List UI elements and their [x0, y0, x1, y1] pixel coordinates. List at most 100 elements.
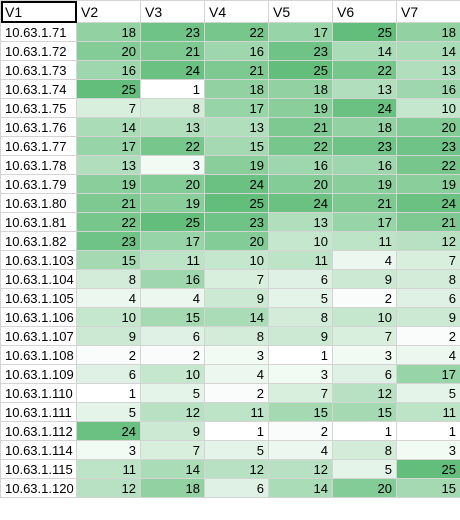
value-cell[interactable]: 6 — [140, 326, 205, 346]
value-cell[interactable]: 6 — [268, 269, 333, 289]
value-cell[interactable]: 11 — [76, 459, 141, 479]
value-cell[interactable]: 23 — [332, 136, 397, 156]
value-cell[interactable]: 21 — [332, 193, 397, 213]
value-cell[interactable]: 20 — [268, 174, 333, 194]
value-cell[interactable]: 16 — [140, 269, 205, 289]
value-cell[interactable]: 8 — [396, 269, 460, 289]
value-cell[interactable]: 22 — [204, 22, 269, 42]
value-cell[interactable]: 20 — [332, 478, 397, 498]
value-cell[interactable]: 7 — [204, 269, 269, 289]
value-cell[interactable]: 20 — [140, 174, 205, 194]
value-cell[interactable]: 18 — [268, 79, 333, 99]
value-cell[interactable]: 13 — [396, 60, 460, 80]
value-cell[interactable]: 24 — [140, 60, 205, 80]
row-label-cell[interactable]: 10.63.1.109 — [0, 364, 77, 384]
value-cell[interactable]: 24 — [268, 193, 333, 213]
value-cell[interactable]: 13 — [140, 117, 205, 137]
value-cell[interactable]: 14 — [332, 41, 397, 61]
value-cell[interactable]: 6 — [76, 364, 141, 384]
row-label-cell[interactable]: 10.63.1.76 — [0, 117, 77, 137]
value-cell[interactable]: 12 — [76, 478, 141, 498]
value-cell[interactable]: 14 — [396, 41, 460, 61]
column-header-v2[interactable]: V2 — [76, 0, 141, 23]
value-cell[interactable]: 7 — [268, 383, 333, 403]
column-header-v3[interactable]: V3 — [140, 0, 205, 23]
row-label-cell[interactable]: 10.63.1.110 — [0, 383, 77, 403]
value-cell[interactable]: 11 — [268, 250, 333, 270]
value-cell[interactable]: 13 — [268, 212, 333, 232]
row-label-cell[interactable]: 10.63.1.120 — [0, 478, 77, 498]
row-label-cell[interactable]: 10.63.1.79 — [0, 174, 77, 194]
value-cell[interactable]: 4 — [332, 250, 397, 270]
value-cell[interactable]: 19 — [204, 155, 269, 175]
value-cell[interactable]: 1 — [140, 79, 205, 99]
value-cell[interactable]: 6 — [396, 288, 460, 308]
value-cell[interactable]: 9 — [268, 326, 333, 346]
value-cell[interactable]: 23 — [396, 136, 460, 156]
value-cell[interactable]: 15 — [204, 136, 269, 156]
value-cell[interactable]: 10 — [268, 231, 333, 251]
value-cell[interactable]: 15 — [332, 402, 397, 422]
value-cell[interactable]: 18 — [396, 22, 460, 42]
value-cell[interactable]: 22 — [76, 212, 141, 232]
row-label-cell[interactable]: 10.63.1.108 — [0, 345, 77, 365]
value-cell[interactable]: 2 — [396, 326, 460, 346]
value-cell[interactable]: 5 — [76, 402, 141, 422]
column-header-v6[interactable]: V6 — [332, 0, 397, 23]
row-label-cell[interactable]: 10.63.1.105 — [0, 288, 77, 308]
value-cell[interactable]: 12 — [268, 459, 333, 479]
value-cell[interactable]: 11 — [204, 402, 269, 422]
row-label-cell[interactable]: 10.63.1.114 — [0, 440, 77, 460]
value-cell[interactable]: 25 — [204, 193, 269, 213]
value-cell[interactable]: 21 — [140, 41, 205, 61]
value-cell[interactable]: 24 — [204, 174, 269, 194]
row-label-cell[interactable]: 10.63.1.73 — [0, 60, 77, 80]
value-cell[interactable]: 17 — [76, 136, 141, 156]
value-cell[interactable]: 15 — [396, 478, 460, 498]
value-cell[interactable]: 22 — [332, 60, 397, 80]
row-label-cell[interactable]: 10.63.1.104 — [0, 269, 77, 289]
value-cell[interactable]: 17 — [396, 364, 460, 384]
value-cell[interactable]: 2 — [140, 345, 205, 365]
value-cell[interactable]: 6 — [332, 364, 397, 384]
value-cell[interactable]: 7 — [76, 98, 141, 118]
value-cell[interactable]: 7 — [140, 440, 205, 460]
value-cell[interactable]: 8 — [332, 440, 397, 460]
row-label-cell[interactable]: 10.63.1.103 — [0, 250, 77, 270]
value-cell[interactable]: 21 — [396, 212, 460, 232]
value-cell[interactable]: 23 — [268, 41, 333, 61]
value-cell[interactable]: 5 — [268, 288, 333, 308]
value-cell[interactable]: 14 — [268, 478, 333, 498]
value-cell[interactable]: 1 — [204, 421, 269, 441]
row-label-cell[interactable]: 10.63.1.71 — [0, 22, 77, 42]
value-cell[interactable]: 19 — [140, 193, 205, 213]
value-cell[interactable]: 24 — [332, 98, 397, 118]
value-cell[interactable]: 21 — [76, 193, 141, 213]
value-cell[interactable]: 9 — [140, 421, 205, 441]
value-cell[interactable]: 4 — [140, 288, 205, 308]
value-cell[interactable]: 17 — [140, 231, 205, 251]
value-cell[interactable]: 12 — [140, 402, 205, 422]
value-cell[interactable]: 23 — [76, 231, 141, 251]
row-label-cell[interactable]: 10.63.1.82 — [0, 231, 77, 251]
value-cell[interactable]: 18 — [76, 22, 141, 42]
value-cell[interactable]: 15 — [268, 402, 333, 422]
value-cell[interactable]: 3 — [140, 155, 205, 175]
value-cell[interactable]: 19 — [76, 174, 141, 194]
column-header-v4[interactable]: V4 — [204, 0, 269, 23]
value-cell[interactable]: 1 — [268, 345, 333, 365]
value-cell[interactable]: 18 — [332, 117, 397, 137]
value-cell[interactable]: 5 — [204, 440, 269, 460]
value-cell[interactable]: 25 — [332, 22, 397, 42]
value-cell[interactable]: 17 — [332, 212, 397, 232]
value-cell[interactable]: 25 — [396, 459, 460, 479]
value-cell[interactable]: 3 — [268, 364, 333, 384]
value-cell[interactable]: 11 — [140, 250, 205, 270]
value-cell[interactable]: 23 — [204, 212, 269, 232]
value-cell[interactable]: 25 — [76, 79, 141, 99]
value-cell[interactable]: 25 — [268, 60, 333, 80]
value-cell[interactable]: 14 — [76, 117, 141, 137]
value-cell[interactable]: 2 — [268, 421, 333, 441]
value-cell[interactable]: 18 — [140, 478, 205, 498]
row-label-cell[interactable]: 10.63.1.77 — [0, 136, 77, 156]
